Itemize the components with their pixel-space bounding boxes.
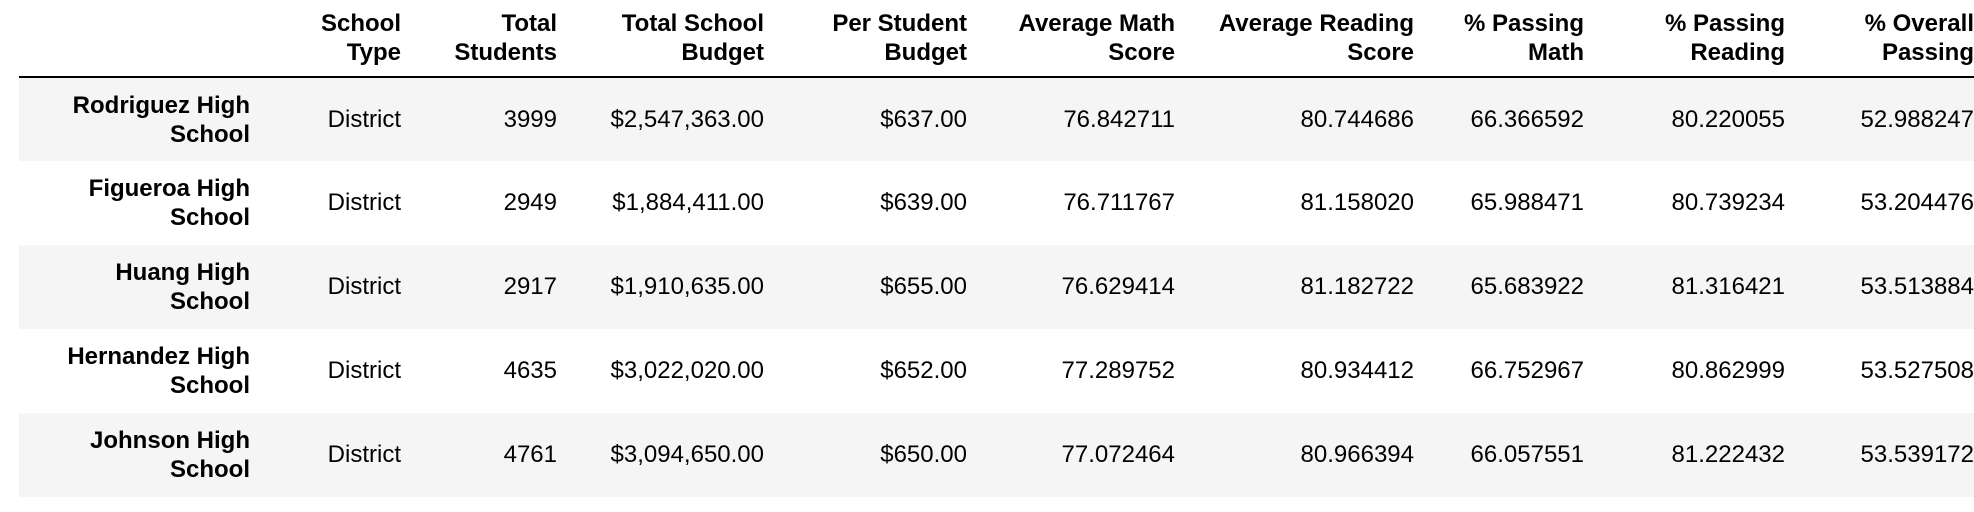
school-name-line-2: School [169, 288, 250, 315]
cell-per-student-budget: $637.00 [880, 105, 967, 133]
cell-average-math-score: 76.711767 [1063, 189, 1175, 216]
column-header-per-student-budget: Per Student Budget [764, 0, 967, 78]
table-row: Rodriguez High School District 3999 $2,54… [19, 77, 1974, 161]
index-header [19, 0, 250, 78]
cell-per-student-budget: $639.00 [880, 189, 967, 216]
school-name-line-1: Huang High [115, 259, 250, 286]
cell-per-student-budget: $652.00 [880, 357, 967, 384]
row-index-school-name: Rodriguez High School [19, 77, 250, 161]
table-row: Huang High School District 2917 $1,910,63… [19, 245, 1974, 329]
cell-percent-passing-reading: 81.316421 [1671, 273, 1785, 300]
column-header-line-1: % Passing [1463, 10, 1584, 37]
cell-percent-passing-math: 66.057551 [1470, 441, 1584, 468]
column-header-line-1: % Passing [1664, 10, 1785, 37]
cell-percent-passing-reading: 81.222432 [1671, 441, 1785, 468]
column-header-line-1: Average Reading [1218, 10, 1414, 37]
column-header-line-2: Reading [1690, 39, 1785, 66]
table-row: Johnson High School District 4761 $3,094,… [19, 413, 1974, 497]
column-header-line-1: % Overall [1864, 10, 1974, 37]
cell-average-math-score: 77.072464 [1061, 441, 1175, 468]
row-index-school-name: Johnson High School [19, 413, 250, 497]
table-row: Hernandez High School District 4635 $3,02… [19, 329, 1974, 413]
cell-percent-passing-reading: 80.862999 [1671, 357, 1785, 384]
column-header-total-students: Total Students [401, 0, 557, 78]
cell-total-school-budget: $3,022,020.00 [610, 357, 764, 384]
cell-total-students: 4635 [503, 357, 557, 384]
cell-average-reading-score: 80.934412 [1300, 357, 1414, 384]
column-header-line-2: Budget [681, 39, 764, 66]
column-header-line-1: Total School [621, 10, 764, 37]
column-header-percent-passing-reading: % Passing Reading [1584, 0, 1785, 78]
table-row: Figueroa High School District 2949 $1,884… [19, 161, 1974, 245]
cell-average-reading-score: 80.744686 [1300, 105, 1414, 133]
cell-percent-passing-reading: 80.739234 [1671, 189, 1785, 216]
row-index-school-name: Figueroa High School [19, 161, 250, 245]
cell-percent-passing-reading: 80.220055 [1671, 105, 1785, 133]
column-header-line-1: Average Math [1018, 10, 1176, 37]
school-name-line-1: Rodriguez High [72, 91, 250, 119]
column-header-line-1: Total [501, 10, 557, 37]
column-header-line-2: Score [1108, 39, 1175, 66]
cell-average-reading-score: 81.182722 [1300, 273, 1414, 300]
column-header-line-2: Students [454, 39, 557, 66]
column-header-percent-passing-math: % Passing Math [1414, 0, 1584, 78]
cell-percent-passing-math: 66.752967 [1470, 357, 1584, 384]
cell-school-type: District [327, 273, 401, 300]
cell-total-students: 3999 [503, 105, 557, 133]
cell-average-reading-score: 80.966394 [1300, 441, 1414, 468]
school-name-line-2: School [169, 372, 250, 399]
cell-school-type: District [327, 441, 401, 468]
cell-percent-passing-math: 65.988471 [1470, 189, 1584, 216]
column-header-average-reading-score: Average Reading Score [1175, 0, 1414, 78]
cell-school-type: District [327, 105, 401, 133]
cell-school-type: District [327, 357, 401, 384]
school-name-line-1: Johnson High [90, 427, 250, 454]
column-header-line-2: Score [1347, 39, 1414, 66]
column-header-line-2: Budget [884, 39, 967, 66]
cell-total-school-budget: $2,547,363.00 [610, 105, 764, 133]
school-name-line-2: School [169, 120, 250, 148]
cell-school-type: District [327, 189, 401, 216]
cell-percent-overall-passing: 53.513884 [1860, 273, 1974, 300]
column-header-total-school-budget: Total School Budget [557, 0, 764, 78]
cell-average-math-score: 76.629414 [1061, 273, 1175, 300]
column-header-line-2: Type [346, 39, 401, 66]
cell-percent-overall-passing: 53.527508 [1860, 357, 1974, 384]
school-name-line-1: Figueroa High [88, 175, 250, 202]
column-header-average-math-score: Average Math Score [967, 0, 1176, 78]
cell-average-reading-score: 81.158020 [1300, 189, 1414, 216]
column-header-line-1: Per Student [832, 10, 967, 37]
cell-total-students: 2949 [503, 189, 557, 216]
school-summary-table: School Type Total Students Total School Bud… [19, 0, 1974, 497]
column-header-percent-overall-passing: % Overall Passing [1785, 0, 1974, 78]
header-row: School Type Total Students Total School Bud… [19, 0, 1974, 78]
cell-average-math-score: 77.289752 [1061, 357, 1175, 384]
cell-percent-overall-passing: 53.204476 [1860, 189, 1974, 216]
school-name-line-2: School [169, 204, 250, 231]
column-header-line-2: Passing [1881, 39, 1974, 66]
cell-percent-overall-passing: 53.539172 [1860, 441, 1974, 468]
cell-percent-overall-passing: 52.988247 [1860, 105, 1974, 133]
column-header-line-1: School [320, 10, 401, 37]
cell-total-school-budget: $3,094,650.00 [610, 441, 764, 468]
cell-total-school-budget: $1,910,635.00 [610, 273, 764, 300]
cell-total-students: 4761 [503, 441, 557, 468]
cell-per-student-budget: $650.00 [880, 441, 967, 468]
row-index-school-name: Hernandez High School [19, 329, 250, 413]
cell-percent-passing-math: 66.366592 [1470, 105, 1584, 133]
cell-per-student-budget: $655.00 [880, 273, 967, 300]
school-name-line-2: School [169, 456, 250, 483]
cell-total-school-budget: $1,884,411.00 [612, 189, 764, 216]
row-index-school-name: Huang High School [19, 245, 250, 329]
column-header-school-type: School Type [250, 0, 401, 78]
cell-average-math-score: 76.842711 [1063, 105, 1175, 133]
school-name-line-1: Hernandez High [67, 343, 250, 370]
cell-percent-passing-math: 65.683922 [1470, 273, 1584, 300]
cell-total-students: 2917 [503, 273, 557, 300]
column-header-line-2: Math [1528, 39, 1584, 66]
